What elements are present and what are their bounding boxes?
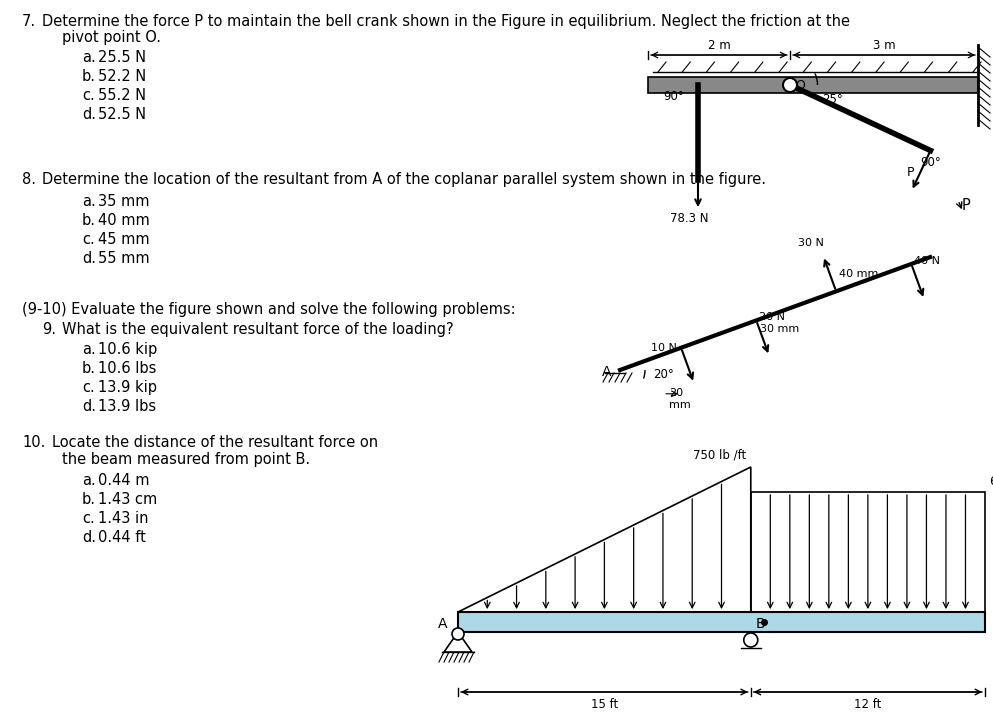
Text: What is the equivalent resultant force of the loading?: What is the equivalent resultant force o… [62,322,454,337]
Text: 52.2 N: 52.2 N [98,69,146,84]
Text: 52.5 N: 52.5 N [98,107,146,122]
Text: 13.9 lbs: 13.9 lbs [98,399,156,414]
Text: d.: d. [82,107,96,122]
Circle shape [744,633,758,647]
Text: d.: d. [82,530,96,545]
Text: 2 m: 2 m [708,39,731,52]
Text: d.: d. [82,399,96,414]
Text: 30 N: 30 N [798,238,824,248]
Text: the beam measured from point B.: the beam measured from point B. [62,452,310,467]
Text: a.: a. [82,50,95,65]
Text: c.: c. [82,511,94,526]
Text: b.: b. [82,213,96,228]
Bar [458,612,985,632]
Text: a.: a. [82,473,95,488]
Text: Determine the force P to maintain the bell crank shown in the Figure in equilibr: Determine the force P to maintain the be… [42,14,850,29]
Text: 625 lb /ft: 625 lb /ft [990,474,993,487]
Text: O: O [795,79,805,92]
Text: 750 lb /ft: 750 lb /ft [692,449,746,462]
Text: 8.: 8. [22,172,36,187]
Text: 10.: 10. [22,435,46,450]
Text: 20: 20 [669,388,683,398]
Text: 30 mm: 30 mm [761,324,799,334]
Text: 10.6 kip: 10.6 kip [98,342,157,357]
Text: 13.9 kip: 13.9 kip [98,380,157,395]
Text: A: A [602,365,612,379]
Text: B: B [756,617,766,631]
Text: 55 mm: 55 mm [98,251,150,266]
Text: 1.43 cm: 1.43 cm [98,492,157,507]
Text: a.: a. [82,194,95,209]
Text: P: P [907,166,914,179]
Text: 7.: 7. [22,14,36,29]
Text: 1.43 in: 1.43 in [98,511,149,526]
Text: 20 N: 20 N [760,313,785,322]
Text: b.: b. [82,492,96,507]
Text: 78.3 N: 78.3 N [670,212,708,225]
Text: 90°: 90° [921,155,941,168]
Text: 25°: 25° [822,93,843,106]
Text: c.: c. [82,88,94,103]
Text: 0.44 m: 0.44 m [98,473,150,488]
Text: 25.5 N: 25.5 N [98,50,146,65]
Text: 20°: 20° [653,368,673,381]
Circle shape [452,628,464,640]
Text: 12 ft: 12 ft [854,698,882,711]
Text: a.: a. [82,342,95,357]
Text: d.: d. [82,251,96,266]
Text: 40 mm: 40 mm [839,270,879,280]
Text: (9-10) Evaluate the figure shown and solve the following problems:: (9-10) Evaluate the figure shown and sol… [22,302,515,317]
Circle shape [783,78,797,92]
Bar [648,77,978,93]
Text: b.: b. [82,361,96,376]
Text: 10 N: 10 N [651,343,677,353]
Text: Determine the location of the resultant from A of the coplanar parallel system s: Determine the location of the resultant … [42,172,766,187]
Text: 9.: 9. [42,322,56,337]
Text: 10.6 lbs: 10.6 lbs [98,361,156,376]
Text: c.: c. [82,380,94,395]
Text: mm: mm [669,400,691,410]
Text: 3 m: 3 m [873,39,896,52]
Text: 15 ft: 15 ft [591,698,618,711]
Text: 45 mm: 45 mm [98,232,150,247]
Text: b.: b. [82,69,96,84]
Text: 90°: 90° [663,90,684,103]
Text: pivot point O.: pivot point O. [62,30,161,45]
Text: P: P [962,198,971,213]
Text: Locate the distance of the resultant force on: Locate the distance of the resultant for… [52,435,378,450]
Text: A: A [438,617,448,631]
Text: 40 mm: 40 mm [98,213,150,228]
Text: 55.2 N: 55.2 N [98,88,146,103]
Text: 0.44 ft: 0.44 ft [98,530,146,545]
Polygon shape [444,632,472,652]
Text: 35 mm: 35 mm [98,194,150,209]
Text: 40 N: 40 N [915,256,940,266]
Text: c.: c. [82,232,94,247]
